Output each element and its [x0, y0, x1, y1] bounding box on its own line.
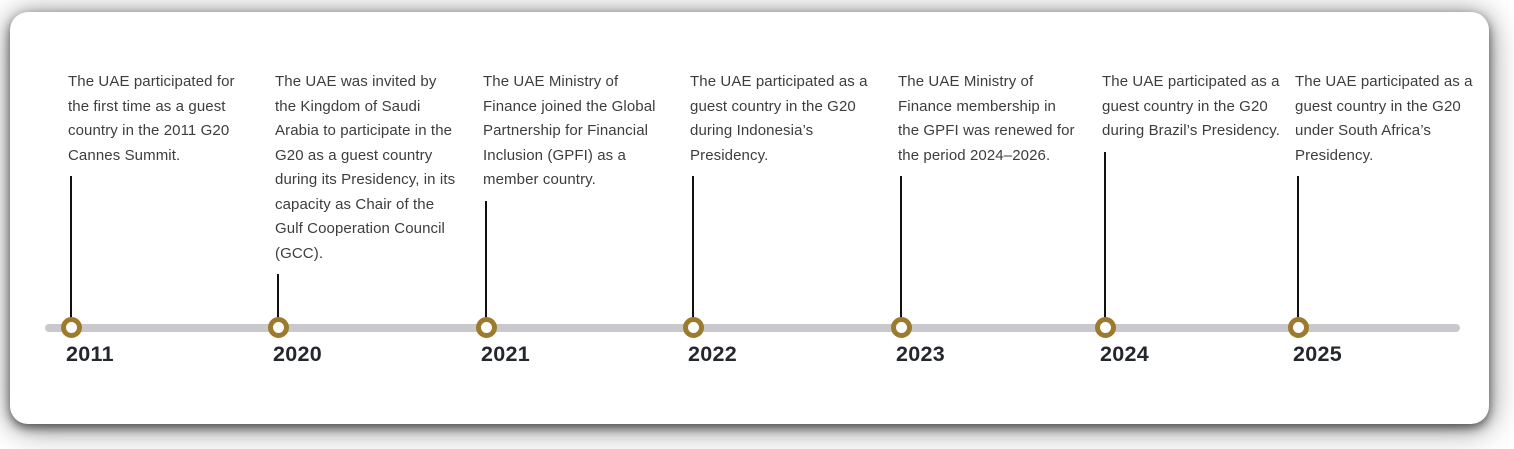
- entry-year: 2021: [481, 342, 531, 366]
- entry-description: The UAE Ministry of Finance membership i…: [898, 73, 1075, 164]
- timeline-entries: The UAE participated for the first time …: [10, 70, 1489, 366]
- timeline-entry-2011: The UAE participated for the first time …: [61, 70, 250, 366]
- timeline-marker-icon: [891, 317, 912, 338]
- connector-line: [900, 176, 902, 328]
- timeline-track: [45, 324, 1460, 332]
- entry-year: 2023: [896, 342, 946, 366]
- entry-year: 2020: [273, 342, 323, 366]
- entry-year: 2024: [1100, 342, 1150, 366]
- entry-description: The UAE participated as a guest country …: [1295, 73, 1473, 164]
- timeline-marker-icon: [1095, 317, 1116, 338]
- timeline-marker-icon: [476, 317, 497, 338]
- timeline-marker-icon: [683, 317, 704, 338]
- entry-description: The UAE participated as a guest country …: [690, 73, 868, 164]
- entry-description: The UAE participated for the first time …: [68, 73, 235, 164]
- entry-year: 2025: [1293, 342, 1343, 366]
- entry-year: 2022: [688, 342, 738, 366]
- connector-line: [485, 200, 487, 328]
- timeline-entry-2020: The UAE was invited by the Kingdom of Sa…: [268, 70, 457, 366]
- timeline-marker-icon: [268, 317, 289, 338]
- connector-line: [692, 176, 694, 328]
- connector-line: [1104, 151, 1106, 328]
- timeline-entry-2024: The UAE participated as a guest country …: [1095, 70, 1284, 366]
- entry-year: 2011: [66, 342, 114, 366]
- entry-description: The UAE was invited by the Kingdom of Sa…: [275, 73, 456, 262]
- connector-line: [70, 176, 72, 328]
- entry-description: The UAE participated as a guest country …: [1102, 73, 1281, 139]
- entry-description: The UAE Ministry of Finance joined the G…: [483, 73, 656, 188]
- timeline-marker-icon: [61, 317, 82, 338]
- timeline-entry-2025: The UAE participated as a guest country …: [1288, 70, 1477, 366]
- timeline-card: The UAE participated for the first time …: [10, 12, 1489, 424]
- timeline-entry-2023: The UAE Ministry of Finance membership i…: [891, 70, 1080, 366]
- timeline-entry-2021: The UAE Ministry of Finance joined the G…: [476, 70, 665, 366]
- connector-line: [277, 274, 279, 328]
- connector-line: [1297, 176, 1299, 328]
- timeline-entry-2022: The UAE participated as a guest country …: [683, 70, 872, 366]
- timeline-marker-icon: [1288, 317, 1309, 338]
